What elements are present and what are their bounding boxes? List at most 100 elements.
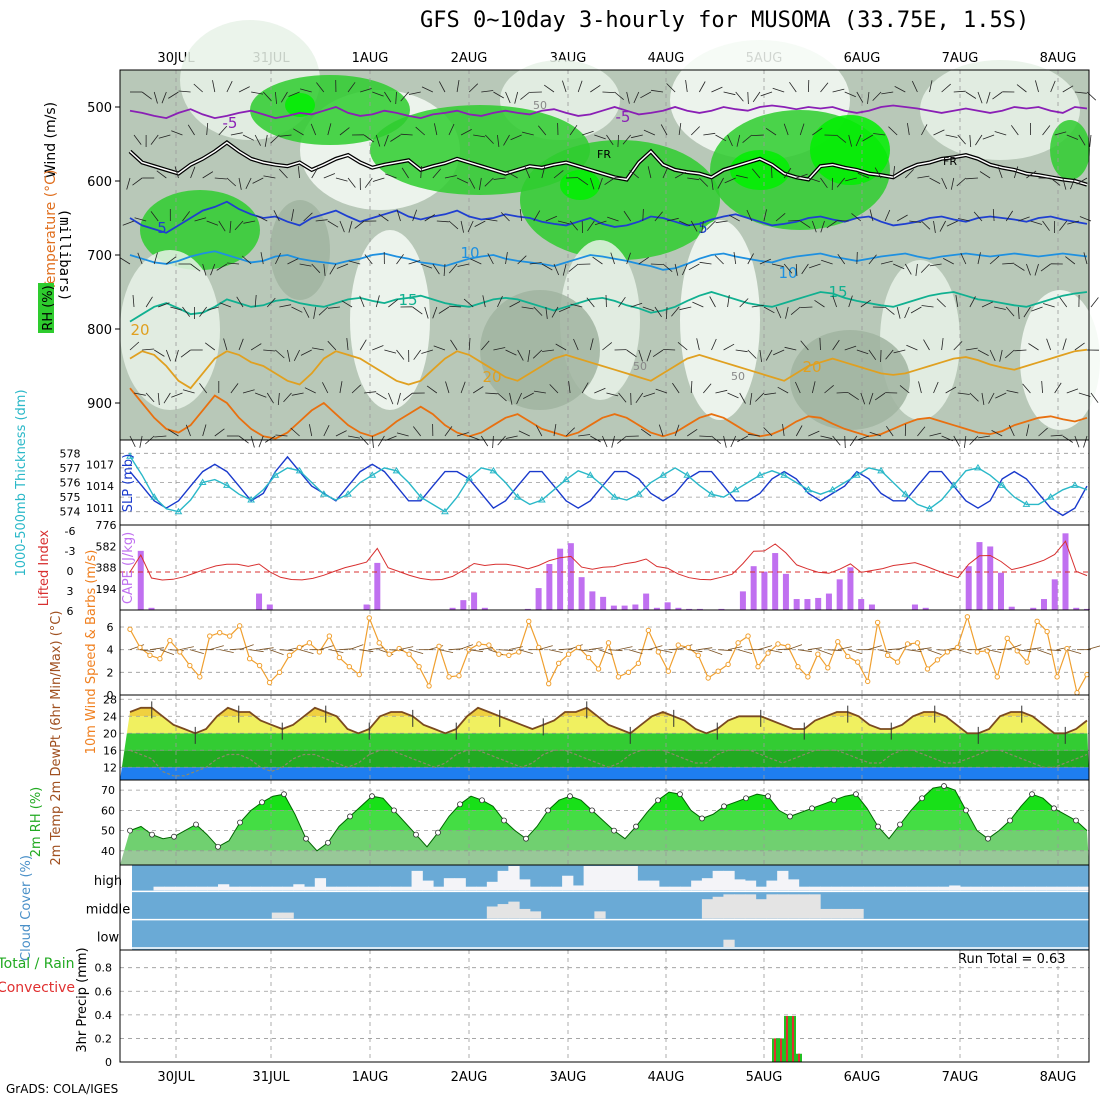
wind-barb [263, 175, 276, 179]
wind-barb [771, 263, 784, 268]
wind-barb [747, 349, 757, 359]
cloud-cell-high [153, 886, 165, 891]
wind-barb [956, 177, 967, 187]
wind-barb [388, 392, 394, 405]
wind-barb [537, 125, 547, 136]
wind-speed-point [406, 651, 412, 657]
rh-point [567, 793, 573, 800]
wind-barb [216, 263, 228, 271]
wind-barb [436, 220, 449, 223]
wind-barb [933, 220, 936, 233]
surface-wind-barb [757, 645, 773, 651]
wind-barb [187, 124, 195, 136]
wind-speed-point [984, 648, 991, 654]
wind-barb [921, 220, 931, 230]
wind-barb [412, 306, 423, 315]
surface-wind-barb [279, 649, 294, 652]
wind-barb [594, 387, 606, 394]
wind-barb [388, 299, 399, 308]
wind-barb [315, 219, 328, 222]
wind-barb [190, 166, 196, 179]
wind-speed-point [316, 649, 323, 655]
wind-speed-point [994, 674, 1000, 680]
surface-wind-barb [648, 645, 663, 651]
wind-barb [1076, 177, 1088, 185]
wind-barb [562, 80, 567, 93]
wind-barb [997, 166, 1003, 179]
wind-barb [291, 209, 294, 222]
wind-barb [799, 123, 805, 136]
rh-point [699, 815, 705, 822]
cloud-level-label: high [94, 874, 122, 889]
cloud-cell-high [250, 886, 262, 891]
thickness-point [683, 471, 692, 478]
li-tick-label: -6 [65, 525, 76, 538]
wind-barb [988, 392, 995, 404]
wind-barb [995, 392, 1007, 399]
wind-barb [360, 88, 372, 93]
surface-wind-barb [269, 649, 284, 656]
wind-barb [293, 128, 304, 136]
contour-label: 10 [778, 264, 797, 282]
wind-barb [904, 263, 912, 275]
wind-barb [773, 349, 785, 356]
wind-barb [751, 304, 764, 308]
wind-speed-point [1014, 648, 1020, 654]
surface-wind-barb [688, 649, 703, 653]
rh-point [545, 807, 551, 814]
wind-speed-point [486, 642, 492, 648]
wind-barb [190, 263, 201, 272]
cloud-cell-middle [712, 896, 724, 919]
cloud-cell-high [830, 886, 843, 891]
wind-speed-point [735, 640, 741, 646]
wind-barb [505, 435, 518, 439]
wind-barb [371, 435, 374, 448]
wind-barb [238, 86, 250, 93]
cloud-cell-middle [841, 908, 853, 919]
wind-barb [329, 263, 337, 275]
wind-barb [1010, 125, 1019, 136]
surface-wind-barb [957, 649, 972, 655]
wind-barb [251, 91, 264, 95]
contour-label: 10 [460, 244, 479, 262]
cloud-cell-high [443, 878, 456, 891]
wind-barb [243, 220, 256, 224]
cloud-cell-high [271, 886, 284, 891]
wind-speed-point [815, 651, 821, 657]
cape-bar [148, 607, 155, 610]
wind-barb [723, 435, 727, 448]
wind-barb [473, 134, 486, 138]
wind-barb [699, 261, 712, 265]
cloud-cell-high [841, 886, 853, 891]
wind-barb [711, 86, 723, 93]
wind-speed-point [276, 669, 283, 676]
cape-bar [1073, 607, 1080, 610]
surface-wind-barb [239, 644, 254, 651]
cape-bar [696, 608, 703, 610]
cape-bar [471, 592, 478, 610]
cloud-cell-high [465, 886, 477, 891]
cloud-cell-high [938, 886, 950, 891]
cloud-cell-high [712, 870, 724, 891]
surface-wind-barb [189, 649, 204, 655]
wind-barb [141, 91, 152, 100]
cape-bar [804, 599, 811, 610]
wind-speed-point [825, 665, 831, 671]
rh-point [193, 821, 199, 828]
wind-barb [137, 252, 143, 265]
rh-point [611, 827, 617, 834]
wind-barb [400, 91, 409, 102]
cape-bar [761, 571, 768, 610]
wind-barb [424, 306, 429, 319]
date-label-bottom: 8AUG [1040, 1070, 1077, 1085]
thickness-point [513, 493, 522, 500]
wind-barb [158, 134, 171, 139]
cloud-cell-high [347, 886, 359, 891]
wind-barb [390, 134, 401, 142]
cloud-cell-high [669, 886, 681, 891]
precip-convective-label: Convective [0, 980, 75, 996]
cloud-cell-high [314, 878, 327, 891]
cape-bar [772, 553, 779, 610]
slp-tick-label: 1017 [86, 458, 114, 471]
thickness-point [1071, 481, 1079, 488]
